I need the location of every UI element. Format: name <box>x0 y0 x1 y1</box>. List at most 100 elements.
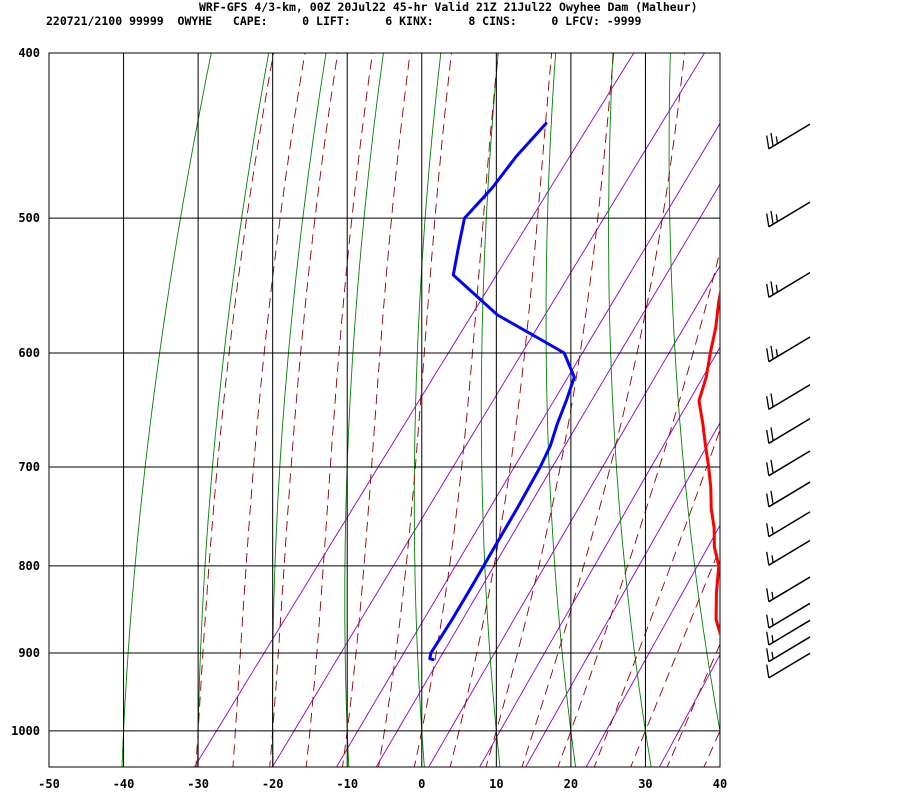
barb-feather <box>771 635 774 643</box>
wind-barb <box>766 271 811 298</box>
x-tick-label: 20 <box>564 777 578 791</box>
wind-barb <box>766 511 811 538</box>
dry-adiabat <box>121 53 212 767</box>
barb-feather <box>770 393 774 407</box>
mixing-ratio-line <box>336 122 720 767</box>
barb-feather <box>766 429 770 444</box>
wind-barb <box>766 201 811 228</box>
moist-adiabat <box>413 53 499 767</box>
wind-barb <box>766 481 811 508</box>
moist-adiabat <box>342 53 411 767</box>
moist-adiabat <box>703 729 720 767</box>
barb-feather <box>770 132 774 147</box>
mixing-ratio-line <box>428 265 720 767</box>
x-tick-label: -30 <box>187 777 209 791</box>
barb-feather <box>766 493 770 507</box>
wind-barb <box>766 123 811 150</box>
barb-shaft <box>768 271 811 298</box>
dry-adiabats <box>121 44 900 767</box>
barb-feather <box>766 135 770 149</box>
barb-feather <box>766 631 770 646</box>
barb-feather <box>770 459 774 474</box>
wind-barb <box>766 417 811 444</box>
dry-adiabat <box>344 53 384 767</box>
x-tick-label: 0 <box>418 777 425 791</box>
barb-feather <box>771 651 774 660</box>
barb-feather <box>766 664 770 679</box>
moist-adiabat <box>449 53 553 767</box>
dry-adiabat <box>842 44 900 767</box>
moist-adiabats <box>195 53 720 767</box>
barb-feather <box>770 281 774 295</box>
barb-shaft <box>768 201 811 228</box>
barb-feather <box>775 284 779 293</box>
barb-feather <box>766 614 770 629</box>
wind-barb <box>766 576 811 603</box>
barb-feather <box>766 462 770 476</box>
moist-adiabat <box>666 643 720 767</box>
barb-feather <box>766 551 770 566</box>
barb-shaft <box>768 619 811 646</box>
wind-barbs <box>766 123 811 679</box>
moist-adiabat <box>557 249 720 767</box>
x-tick-label: -10 <box>336 777 358 791</box>
y-tick-label: 700 <box>18 460 40 474</box>
x-tick-label: 30 <box>638 777 652 791</box>
barb-feather <box>771 526 774 535</box>
barb-feather <box>771 555 774 563</box>
moist-adiabat <box>305 53 373 767</box>
barb-feather <box>766 588 770 602</box>
dry-adiabat <box>480 53 501 767</box>
moist-adiabat <box>593 428 720 767</box>
barb-shaft <box>768 384 811 411</box>
y-tick-label: 400 <box>18 46 40 60</box>
barb-shaft <box>768 123 811 150</box>
barb-shaft <box>768 636 811 663</box>
moist-adiabat <box>485 53 615 767</box>
wind-barb <box>766 636 811 663</box>
wind-barb <box>766 602 811 629</box>
plot-frame <box>48 52 721 768</box>
moist-adiabat <box>195 53 275 767</box>
barb-feather <box>775 214 779 222</box>
barb-feather <box>766 213 770 227</box>
profile-series <box>428 122 720 661</box>
dry-adiabat <box>197 53 270 767</box>
wind-barb <box>766 619 811 646</box>
moist-adiabat <box>630 546 720 767</box>
barb-shaft <box>768 602 811 629</box>
barb-feather <box>770 427 774 441</box>
wind-barb <box>766 539 811 566</box>
mixing-ratio-line <box>659 653 720 767</box>
y-tick-label: 1000 <box>11 724 40 738</box>
mixing-ratio-line <box>375 183 720 767</box>
moist-adiabat <box>521 53 685 767</box>
dewpoint-trace <box>428 122 576 661</box>
chart-title: WRF-GFS 4/3-km, 00Z 20Jul22 45-hr Valid … <box>199 0 698 14</box>
axis-labels: 400 500 600 700 800 900 1000 -50 -40 -30 -20 -10 0 10… <box>11 46 727 791</box>
wind-barb <box>766 384 811 411</box>
temperature-trace <box>697 287 720 638</box>
moist-adiabat <box>232 53 306 767</box>
barb-feather <box>771 591 774 600</box>
barb-feather <box>766 523 770 537</box>
mixing-ratio-line <box>585 524 720 767</box>
wind-barb <box>766 652 811 679</box>
barb-shaft <box>768 576 811 603</box>
barb-shaft <box>768 539 811 566</box>
y-tick-label: 800 <box>18 559 40 573</box>
barb-feather <box>775 349 779 357</box>
barb-feather <box>766 348 770 362</box>
mixing-ratio-line <box>726 53 900 767</box>
barb-feather <box>775 136 779 144</box>
dry-adiabat <box>668 53 720 734</box>
wind-barb <box>766 450 811 477</box>
wind-barb <box>766 336 811 363</box>
barb-shaft <box>768 450 811 477</box>
dry-adiabat <box>728 44 803 767</box>
y-tick-label: 500 <box>18 211 40 225</box>
x-tick-label: -40 <box>113 777 135 791</box>
barb-feather <box>770 490 774 505</box>
mixing-ratio-line <box>793 53 900 767</box>
